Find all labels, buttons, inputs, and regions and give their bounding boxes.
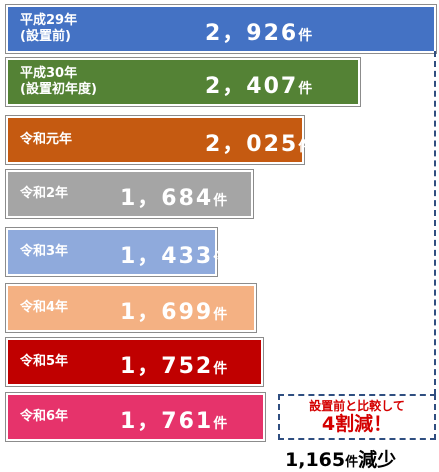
callout-text-comparison: 設置前と比較して — [309, 399, 405, 413]
callout-text-reduction-rate: 4割減！ — [321, 413, 393, 435]
bar — [5, 169, 254, 219]
bar-value-unit: 件 — [213, 416, 228, 432]
bar-value-number: 2，407 — [205, 74, 299, 99]
bar — [5, 392, 266, 442]
bar-value-unit: 件 — [213, 251, 228, 267]
bar-value-label: 2，926件 — [205, 15, 312, 47]
bar-category-label: 令和3年 — [20, 244, 69, 259]
reduction-value: 1,165 — [285, 449, 346, 471]
bar-value-label: 1，433件 — [120, 238, 227, 270]
bar — [5, 337, 264, 387]
bar-category-label: 平成30年 (設置初年度) — [20, 66, 97, 97]
bar-value-number: 2，926 — [205, 21, 299, 46]
bar-value-unit: 件 — [298, 81, 313, 97]
bar-value-label: 2，407件 — [205, 68, 312, 100]
comparison-bracket — [434, 51, 436, 395]
bar-value-unit: 件 — [213, 307, 228, 323]
bar — [5, 115, 305, 165]
bar-category-label: 令和5年 — [20, 354, 69, 369]
comparison-callout: 設置前と比較して 4割減！ — [278, 394, 436, 440]
bar-value-label: 1，699件 — [120, 294, 227, 326]
bar-value-number: 1，752 — [120, 354, 214, 379]
bar-value-number: 1，684 — [120, 186, 214, 211]
bar — [5, 4, 437, 54]
reduction-label: 1,165件減少 — [285, 445, 396, 472]
bar-value-label: 1，761件 — [120, 403, 227, 435]
bar-value-number: 1，433 — [120, 244, 214, 269]
bar-category-label: 令和元年 — [20, 132, 73, 147]
bar-value-label: 1，684件 — [120, 180, 227, 212]
bar-value-label: 2，025件 — [205, 126, 312, 158]
bar-category-label: 平成29年 (設置前) — [20, 13, 78, 44]
reduction-suffix: 減少 — [358, 449, 397, 471]
bar-value-unit: 件 — [298, 28, 313, 44]
bar-category-label: 令和4年 — [20, 300, 69, 315]
bar — [5, 283, 257, 333]
bar-category-label: 令和2年 — [20, 186, 69, 201]
bar-value-unit: 件 — [213, 193, 228, 209]
reduction-unit: 件 — [345, 455, 359, 470]
bar — [5, 57, 361, 107]
bar-value-number: 2，025 — [205, 132, 299, 157]
bar-value-number: 1，699 — [120, 300, 214, 325]
bar-category-label: 令和6年 — [20, 409, 69, 424]
bar-value-unit: 件 — [298, 139, 313, 155]
bar-value-unit: 件 — [213, 361, 228, 377]
bar-value-number: 1，761 — [120, 409, 214, 434]
bar-value-label: 1，752件 — [120, 348, 227, 380]
bar — [5, 227, 218, 277]
